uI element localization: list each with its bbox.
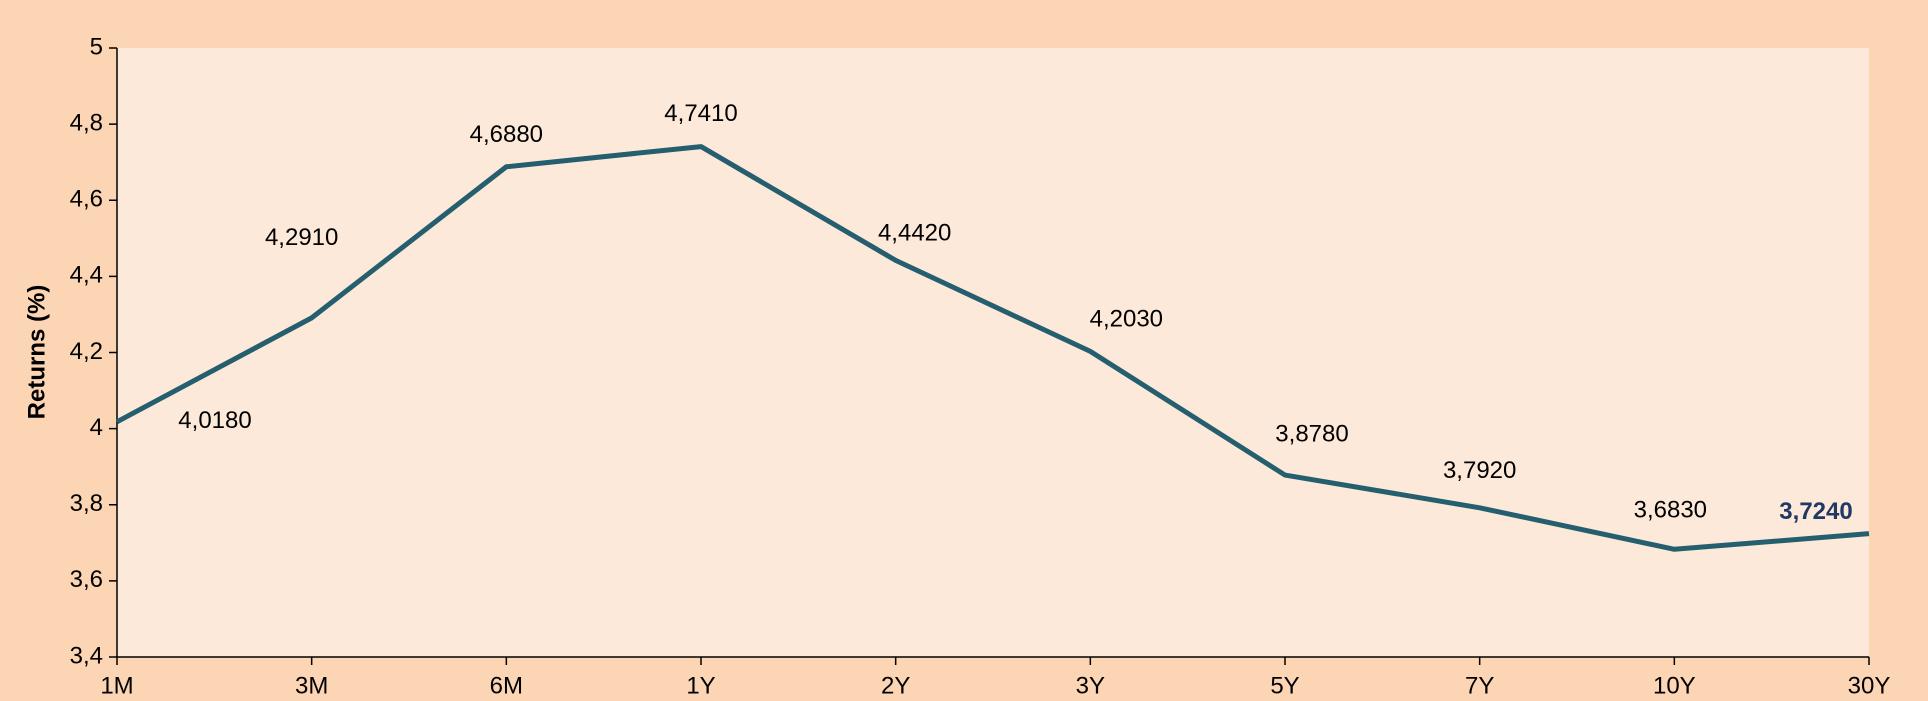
data-label: 3,8780 [1275,420,1348,447]
y-tick-label: 4,8 [70,109,103,136]
y-tick-label: 4,2 [70,338,103,365]
data-label: 4,4420 [878,220,951,247]
data-label: 3,7920 [1443,457,1516,484]
x-tick-label: 3Y [1076,672,1105,699]
x-tick-label: 5Y [1270,672,1299,699]
y-tick-label: 3,6 [70,566,103,593]
y-tick-label: 3,8 [70,490,103,517]
data-label: 3,6830 [1634,497,1707,524]
y-axis-label: Returns (%) [23,285,50,420]
y-tick-label: 4,4 [70,262,103,289]
y-tick-label: 4,6 [70,186,103,213]
x-tick-label: 3M [295,672,328,699]
x-tick-label: 2Y [881,672,910,699]
plot-area [117,48,1869,657]
data-label: 3,7240 [1779,498,1852,525]
x-tick-label: 1M [100,672,133,699]
x-tick-label: 1Y [686,672,715,699]
y-tick-label: 3,4 [70,642,103,669]
y-tick-label: 4 [90,414,103,441]
x-tick-label: 30Y [1848,672,1891,699]
line [115,144,1870,552]
data-label: 4,2030 [1090,306,1163,333]
x-tick-label: 6M [490,672,523,699]
data-label: 4,2910 [265,224,338,251]
data-label: 4,6880 [470,121,543,148]
x-tick-label: 10Y [1653,672,1696,699]
x-tick-label: 7Y [1465,672,1494,699]
y-tick-label: 5 [90,33,103,60]
data-label: 4,7410 [664,100,737,127]
data-label: 4,0180 [178,407,251,434]
